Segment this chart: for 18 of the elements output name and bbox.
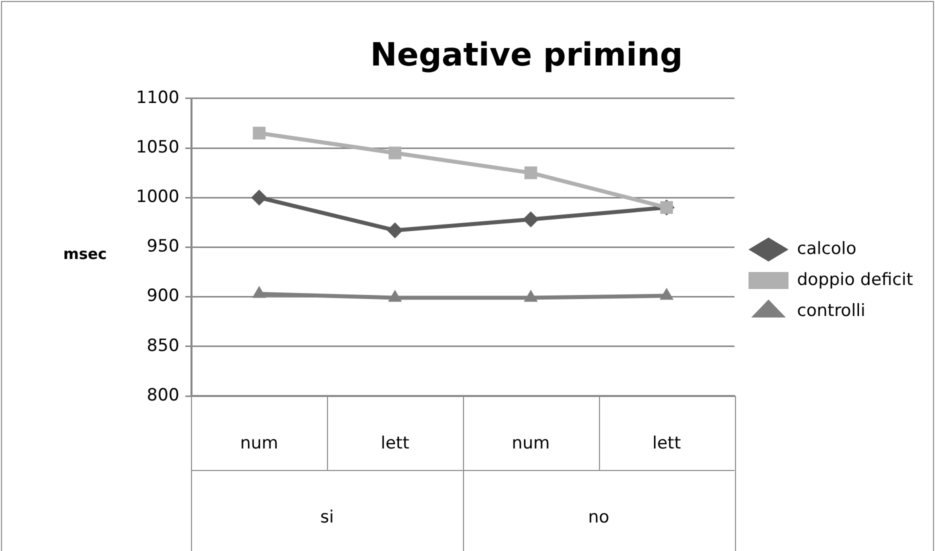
- text: no: [588, 507, 610, 528]
- legend-label: controlli: [797, 300, 866, 321]
- y-tick-label: 1100: [136, 88, 180, 108]
- x-tick-label: num: [512, 434, 550, 454]
- y-tick-label: 1050: [136, 137, 180, 158]
- y-tick-label: 950: [146, 236, 180, 257]
- legend-label: doppio deficit: [797, 270, 914, 290]
- y-axis-title: msec: [63, 245, 107, 264]
- x-tick-label: lett: [652, 434, 682, 454]
- y-tick-label: 1000: [136, 187, 180, 208]
- y-tick-label: 800: [146, 385, 180, 406]
- chart-title: Negative priming: [370, 36, 683, 74]
- text: si: [320, 507, 334, 528]
- y-tick-label: 900: [146, 286, 180, 306]
- y-tick-label: 850: [146, 336, 180, 356]
- x-tick-label: lett: [380, 434, 410, 454]
- x-tick-label: num: [240, 434, 278, 454]
- legend-label: calcolo: [797, 238, 856, 259]
